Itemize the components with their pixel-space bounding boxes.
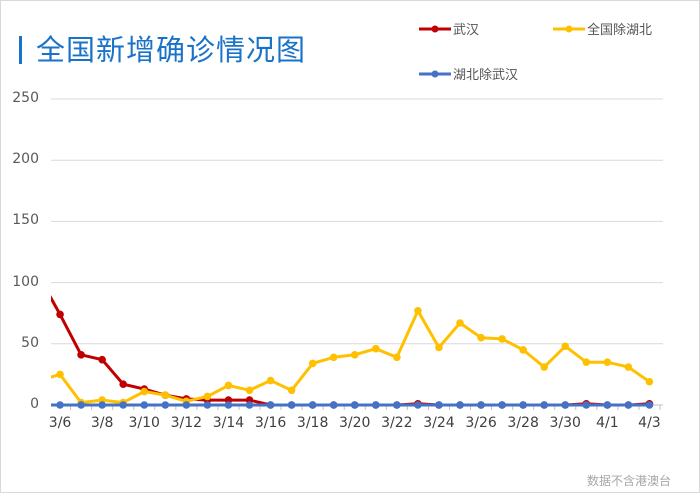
data-point-marker — [287, 386, 296, 395]
data-point-marker — [435, 401, 443, 409]
y-tick-250: 250 — [12, 90, 39, 106]
y-tick-150: 150 — [12, 212, 39, 228]
data-point-marker — [393, 353, 401, 362]
x-tick-label: 3/28 — [507, 415, 539, 431]
data-point-marker — [456, 401, 464, 409]
x-tick-label: 3/22 — [381, 415, 413, 431]
data-point-marker — [161, 391, 170, 400]
data-point-marker — [498, 401, 506, 409]
x-tick-label: 3/16 — [254, 415, 287, 431]
data-point-marker — [161, 401, 170, 409]
data-point-marker — [350, 351, 359, 359]
x-tick-label: 3/24 — [423, 415, 455, 431]
data-point-marker — [519, 401, 527, 409]
data-point-marker — [329, 353, 338, 362]
x-tick-label: 3/26 — [465, 415, 497, 431]
data-point-marker — [56, 310, 64, 319]
data-point-marker — [182, 401, 191, 409]
gridlines — [51, 98, 663, 410]
legend-label: 武汉 — [453, 23, 480, 38]
chart-title: 全国新增确诊情况图 — [19, 27, 306, 69]
data-point-marker — [456, 319, 464, 327]
data-point-marker — [119, 401, 127, 409]
data-point-marker — [56, 370, 64, 379]
series-lines — [51, 295, 654, 409]
data-point-marker — [582, 401, 591, 409]
data-point-marker — [477, 401, 485, 409]
data-point-marker — [203, 392, 212, 401]
data-point-marker — [540, 363, 548, 371]
data-point-marker — [540, 401, 548, 409]
data-point-marker — [245, 386, 254, 395]
data-point-marker — [561, 342, 570, 351]
data-point-marker — [140, 387, 149, 396]
data-point-marker — [98, 355, 106, 364]
data-point-marker — [645, 377, 654, 386]
series-line — [51, 309, 651, 405]
y-tick-50: 50 — [21, 335, 39, 351]
legend-label: 湖北除武汉 — [453, 68, 519, 83]
data-point-marker — [414, 306, 422, 315]
legend-line-marker-icon — [419, 25, 451, 32]
legend-item-wuhan[interactable]: 武汉 — [419, 19, 479, 38]
x-tick-label: 4/3 — [638, 415, 661, 431]
data-point-marker — [266, 376, 275, 385]
data-point-marker — [119, 380, 127, 388]
legend-label: 全国除湖北 — [587, 23, 653, 38]
x-tick-label: 3/6 — [48, 415, 72, 431]
data-point-marker — [350, 401, 359, 409]
data-point-marker — [372, 401, 380, 409]
data-point-marker — [624, 401, 633, 409]
x-tick-label: 3/8 — [90, 415, 114, 431]
data-point-marker — [98, 401, 106, 409]
data-point-marker — [477, 333, 485, 342]
title-accent-bar — [19, 36, 22, 64]
y-tick-200: 200 — [12, 151, 39, 167]
x-tick-label: 3/20 — [339, 415, 371, 431]
data-point-marker — [245, 401, 254, 409]
data-point-marker — [77, 351, 85, 359]
series-line — [51, 295, 650, 407]
data-point-marker — [77, 401, 85, 409]
data-point-marker — [308, 359, 317, 368]
data-point-marker — [624, 363, 633, 371]
data-point-marker — [372, 344, 380, 353]
legend-line-marker-icon — [419, 70, 451, 77]
legend-line-marker-icon — [553, 25, 585, 32]
data-point-marker — [414, 401, 422, 409]
chart-title-text: 全国新增确诊情况图 — [36, 33, 307, 67]
data-point-marker — [224, 381, 233, 390]
data-point-marker — [582, 358, 591, 366]
data-point-marker — [308, 401, 317, 409]
x-tick-label: 3/30 — [549, 415, 581, 431]
x-tick-label: 3/18 — [296, 415, 329, 431]
data-source-note: 数据不含港澳台 — [586, 474, 671, 488]
data-point-marker — [435, 343, 443, 352]
x-tick-label: 3/10 — [128, 415, 160, 431]
data-point-marker — [603, 401, 612, 409]
data-point-marker — [498, 335, 506, 343]
data-point-marker — [203, 401, 212, 409]
data-point-marker — [393, 401, 401, 409]
legend-item-hubei-ex-wuhan[interactable]: 湖北除武汉 — [419, 64, 518, 83]
x-tick-label: 3/14 — [212, 415, 245, 431]
data-point-marker — [287, 401, 296, 409]
data-point-marker — [140, 401, 149, 409]
data-point-marker — [329, 401, 338, 409]
data-point-marker — [519, 346, 527, 354]
x-tick-label: 4/1 — [596, 415, 619, 431]
y-tick-100: 100 — [12, 274, 39, 290]
data-point-marker — [56, 401, 64, 409]
legend-item-national-ex-hubei[interactable]: 全国除湖北 — [553, 19, 652, 38]
data-point-marker — [266, 401, 275, 409]
data-point-marker — [603, 358, 612, 366]
x-tick-label: 3/12 — [170, 415, 203, 431]
data-point-marker — [561, 401, 570, 409]
data-point-marker — [645, 401, 654, 409]
y-tick-0: 0 — [30, 396, 39, 412]
data-point-marker — [224, 401, 233, 409]
